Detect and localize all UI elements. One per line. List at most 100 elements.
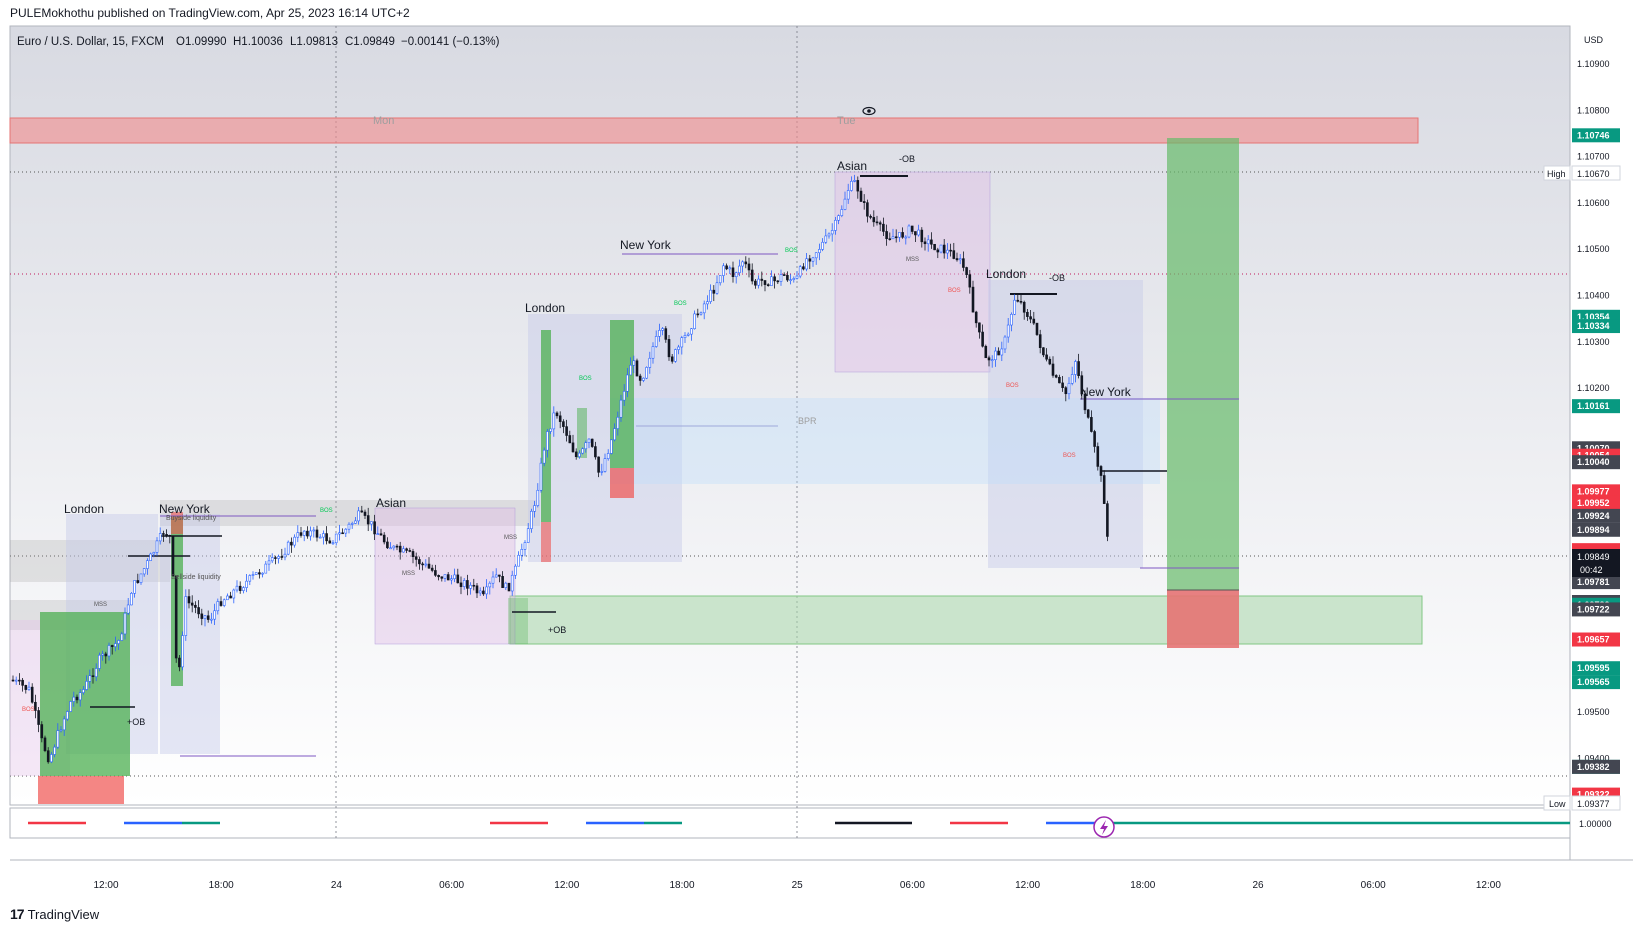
candle-body (626, 374, 629, 392)
candle-body (1086, 409, 1090, 418)
candle-body (1013, 299, 1016, 315)
candle-body (552, 412, 556, 430)
candle-body (325, 533, 328, 542)
candle-body (670, 356, 674, 362)
candle-body (1093, 431, 1096, 447)
candle-body (139, 573, 143, 583)
candle-body (24, 685, 28, 690)
demand-zone[interactable] (509, 595, 1423, 645)
candle-body (75, 696, 79, 701)
candle-body (738, 265, 741, 274)
candle-body (152, 552, 156, 555)
price-tick: 1.10900 (1577, 59, 1610, 69)
symbol-line[interactable]: Euro / U.S. Dollar, 15, FXCM (17, 36, 164, 48)
price-tick: 1.10700 (1577, 152, 1610, 162)
candle-body (882, 223, 885, 232)
candle-body (395, 545, 399, 548)
candle-body (379, 533, 383, 536)
candle-body (846, 190, 850, 200)
countdown: 00:42 (1580, 565, 1603, 575)
candle-body (843, 198, 847, 210)
price-tag: 1.09924 (1572, 508, 1620, 523)
candle-body (229, 595, 232, 599)
candle-body (648, 357, 652, 368)
candle-body (1042, 347, 1045, 356)
candle-body (952, 250, 956, 259)
candle-body (421, 563, 424, 566)
price-tag: 1.10746 (1572, 128, 1620, 143)
candle-body (965, 267, 968, 275)
candle-body (27, 686, 31, 690)
eye-icon[interactable] (862, 106, 876, 116)
candle-body (827, 233, 831, 237)
time-tick: 06:00 (900, 880, 925, 891)
candle-body (347, 523, 351, 530)
session-box-london-3 (988, 280, 1143, 568)
candle-body (437, 575, 440, 578)
price-axis[interactable]: 1.10900 1.10800 1.10700 1.10600 1.10500 1.104… (1577, 59, 1610, 764)
candle-body (498, 574, 501, 577)
candle-body (629, 364, 632, 376)
candle-body (120, 633, 124, 641)
candle-body (754, 280, 757, 286)
candle-body (760, 278, 764, 281)
candle-body (357, 510, 360, 522)
candle-body (1102, 475, 1106, 504)
candle-body (427, 563, 431, 569)
session-label: New York (1080, 385, 1132, 399)
low-label: Low (1549, 799, 1566, 809)
candle-body (1090, 417, 1093, 432)
candle-body (776, 280, 780, 283)
price-tag: 1.10040 (1572, 455, 1620, 470)
candle-body (510, 574, 514, 592)
candle-body (568, 435, 572, 444)
session-box-asian-2 (834, 171, 991, 373)
candle-body (1061, 382, 1064, 388)
candle-body (542, 449, 546, 464)
candle-body (1003, 336, 1007, 350)
candle-body (30, 686, 34, 703)
ohlc-change: −0.00141 (−0.13%) (401, 36, 500, 48)
candle-body (1019, 301, 1023, 303)
candle-body (946, 249, 949, 254)
candle-body (910, 225, 914, 232)
candle-body (18, 679, 21, 682)
tradingview-logo[interactable]: 17 TradingView (10, 906, 99, 922)
candle-body (994, 350, 997, 360)
candle-body (290, 541, 293, 546)
candle-body (584, 442, 588, 450)
time-axis[interactable]: 12:00 18:00 24 06:00 12:00 18:00 25 06:00 12:00 1… (93, 880, 1501, 891)
candle-body (187, 596, 191, 604)
candle-body (322, 533, 325, 538)
price-tag: 1.09977 (1572, 484, 1620, 499)
candle-body (459, 582, 463, 587)
annotation-buyside: Buyside liquidity (166, 515, 217, 522)
candle-body (539, 462, 543, 491)
long-position-loss[interactable] (1167, 590, 1239, 648)
candle-body (878, 222, 882, 225)
svg-text:1.10354: 1.10354 (1577, 312, 1610, 322)
candle-body (98, 654, 101, 669)
svg-text:1.10334: 1.10334 (1577, 321, 1610, 331)
candle-body (389, 547, 392, 550)
svg-text:1.09322: 1.09322 (1577, 790, 1610, 800)
long-position-profit[interactable] (1167, 138, 1239, 590)
candle-body (72, 696, 76, 702)
candle-body (1032, 318, 1036, 324)
tradingview-logo-icon: 17 (10, 906, 25, 922)
candle-body (530, 510, 533, 529)
candle-body (318, 536, 322, 539)
annotation-mss: MSS (906, 257, 919, 263)
candle-body (603, 458, 607, 472)
candle-body (226, 595, 229, 601)
ohlc-high: H1.10036 (233, 36, 283, 48)
candle-body (501, 576, 504, 588)
candle-body (782, 274, 786, 276)
candle-body (914, 231, 917, 236)
candle-body (594, 446, 597, 458)
annotation-mss: MSS (504, 535, 517, 541)
lightning-icon[interactable] (1093, 816, 1115, 838)
session-label: New York (159, 502, 211, 516)
svg-text:1.09924: 1.09924 (1577, 511, 1610, 521)
